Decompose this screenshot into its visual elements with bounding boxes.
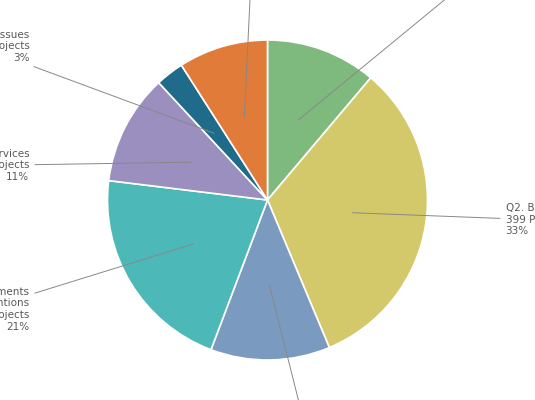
Text: Q7. Infrastructure and Surveillance
111 Projects
9%: Q7. Infrastructure and Surveillance 111 … [161, 0, 345, 117]
Text: Q2. Biology
399 Projects
33%: Q2. Biology 399 Projects 33% [353, 203, 535, 236]
Text: Q6. Lifespan Issues
35 Projects
3%: Q6. Lifespan Issues 35 Projects 3% [0, 30, 214, 133]
Text: Q1. Screening and Diagnosis
137 Projects
11%: Q1. Screening and Diagnosis 137 Projects… [298, 0, 535, 120]
Wedge shape [268, 78, 427, 348]
Text: Q3. Risk Factors
148 Projects
12%: Q3. Risk Factors 148 Projects 12% [270, 286, 354, 400]
Wedge shape [109, 83, 268, 200]
Wedge shape [108, 180, 268, 350]
Wedge shape [211, 200, 330, 360]
Wedge shape [159, 65, 268, 200]
Text: Q4. Treatments
and Interventions
260 Projects
21%: Q4. Treatments and Interventions 260 Pro… [0, 244, 194, 332]
Wedge shape [181, 40, 268, 200]
Wedge shape [268, 40, 371, 200]
Text: Q5. Services
137 Projects
11%: Q5. Services 137 Projects 11% [0, 149, 190, 182]
